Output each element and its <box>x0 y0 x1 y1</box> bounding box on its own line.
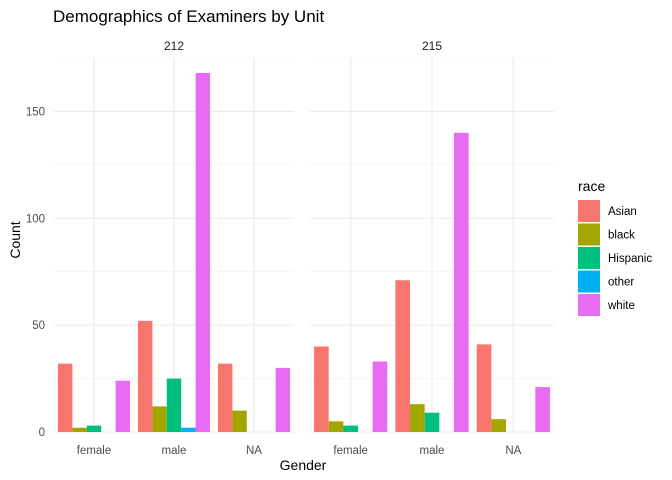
facet-strip-label: 215 <box>422 39 442 53</box>
legend-label: black <box>608 230 635 242</box>
y-tick-label: 0 <box>39 427 45 439</box>
legend-label: white <box>607 300 635 312</box>
x-tick-label: female <box>333 445 368 457</box>
chart-panels: 212 female male NA 215 female male NA 0 50 100 150 <box>26 39 554 457</box>
legend-key-black <box>578 223 600 246</box>
bar-na-black <box>232 410 247 432</box>
x-tick-label: NA <box>505 445 521 457</box>
bar-female-white <box>372 361 388 432</box>
bar-na-asian <box>218 363 233 432</box>
legend-label: Asian <box>608 206 637 218</box>
legend-label: other <box>608 277 634 289</box>
bar-na-asian <box>476 344 492 432</box>
panel-212: 212 female male NA <box>54 39 294 457</box>
legend: race Asian black Hispanic other white <box>578 178 652 316</box>
x-tick-label: male <box>162 445 187 457</box>
x-tick-label: NA <box>246 445 262 457</box>
legend-key-white <box>578 294 600 316</box>
bar-male-other <box>181 427 196 432</box>
bar-male-hispanic <box>424 412 440 432</box>
x-tick-label: female <box>77 445 112 457</box>
y-axis-title: Count <box>7 221 23 258</box>
bar-male-white <box>195 72 210 433</box>
legend-key-asian <box>578 200 600 222</box>
bar-male-asian <box>395 280 411 432</box>
bar-na-white <box>535 387 550 432</box>
bar-na-white <box>275 367 290 432</box>
legend-key-other <box>578 270 600 293</box>
bar-female-hispanic <box>86 425 102 432</box>
bar-male-black <box>410 404 425 432</box>
panel-215: 215 female male NA <box>310 39 554 457</box>
y-tick-label: 50 <box>32 320 45 332</box>
legend-label: Hispanic <box>608 253 652 265</box>
bar-male-asian <box>138 320 153 432</box>
bar-female-black <box>328 421 344 432</box>
legend-title: race <box>578 178 605 194</box>
legend-key-hispanic <box>578 247 600 269</box>
bar-female-hispanic <box>343 425 358 432</box>
bar-na-black <box>491 419 507 432</box>
bar-male-hispanic <box>166 378 182 432</box>
facet-strip-label: 212 <box>164 39 184 53</box>
x-tick-label: male <box>420 445 445 457</box>
y-tick-label: 150 <box>26 106 45 118</box>
bar-male-white <box>453 132 469 433</box>
bar-female-asian <box>58 363 73 432</box>
bar-female-white <box>115 380 130 432</box>
y-tick-label: 100 <box>26 213 45 225</box>
bar-female-black <box>72 427 87 432</box>
x-axis-title: Gender <box>280 457 327 473</box>
chart-title: Demographics of Examiners by Unit <box>53 7 324 26</box>
bar-male-black <box>152 406 167 432</box>
bar-female-asian <box>314 346 329 432</box>
